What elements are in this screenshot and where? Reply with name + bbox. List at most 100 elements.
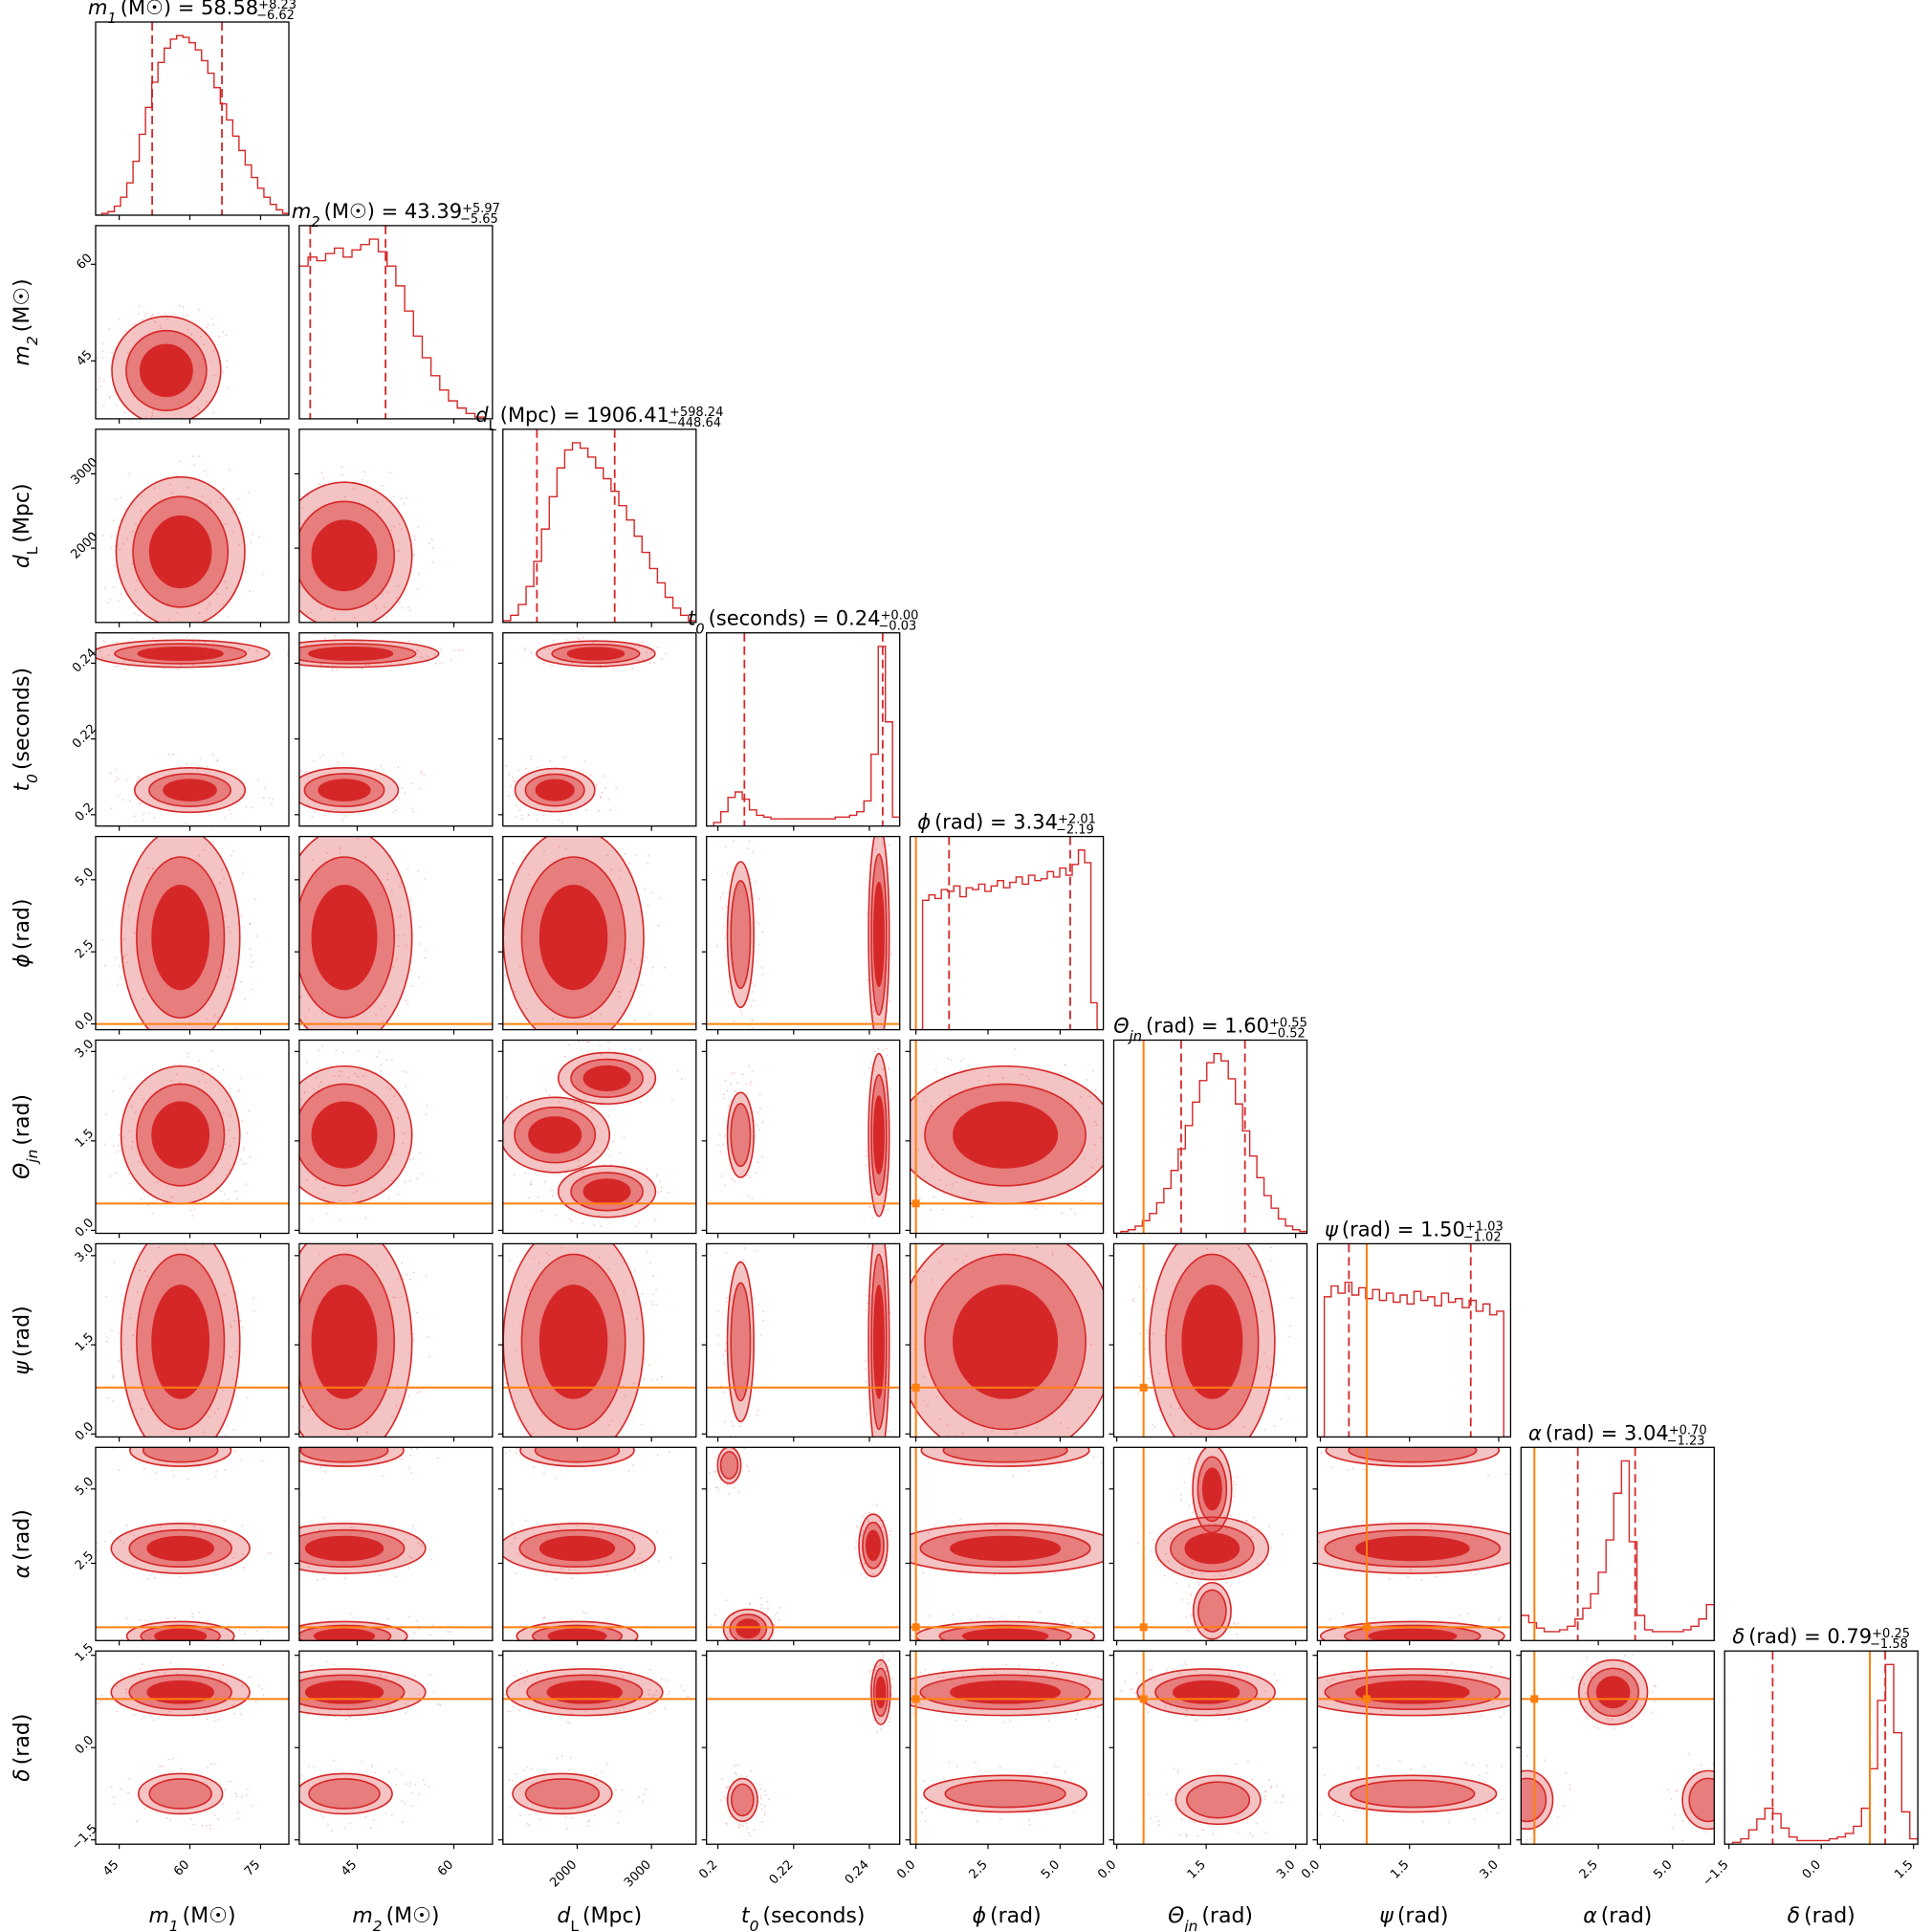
sample-point xyxy=(637,1557,639,1560)
sample-point xyxy=(651,1696,654,1699)
sample-point xyxy=(398,797,401,800)
y-tick-label: 45 xyxy=(74,348,95,369)
sample-point xyxy=(231,511,234,514)
sample-point xyxy=(582,1222,584,1224)
sample-point xyxy=(1514,1454,1516,1456)
axes-frame xyxy=(298,225,494,420)
sample-point xyxy=(332,1663,335,1666)
sample-point xyxy=(648,1693,649,1696)
sample-point xyxy=(1147,1328,1149,1331)
sample-point xyxy=(302,1406,305,1409)
sample-point xyxy=(214,1476,217,1478)
sample-point xyxy=(1540,1636,1542,1637)
sample-point xyxy=(135,579,138,582)
sample-point xyxy=(1092,1069,1094,1072)
sample-point xyxy=(226,1425,229,1427)
sample-point xyxy=(242,1150,245,1153)
sample-point xyxy=(618,996,621,998)
contour-level-1 xyxy=(519,1447,635,1467)
sample-point xyxy=(116,1710,119,1713)
sample-point xyxy=(531,1180,533,1183)
sample-point xyxy=(275,966,277,968)
sample-point xyxy=(756,1124,758,1127)
sample-point xyxy=(193,464,196,467)
sample-point xyxy=(378,1574,381,1577)
sample-point xyxy=(722,892,724,894)
sample-point xyxy=(579,1153,581,1155)
sample-point xyxy=(283,1355,285,1357)
sample-point xyxy=(590,1017,593,1020)
sample-point xyxy=(160,422,162,424)
sample-point xyxy=(1098,1440,1100,1442)
sample-point xyxy=(152,637,155,640)
sample-point xyxy=(543,850,545,852)
sample-point xyxy=(124,330,127,332)
sample-point xyxy=(881,1651,884,1654)
sample-point xyxy=(295,1805,296,1807)
sample-point xyxy=(1233,1623,1236,1626)
sample-point xyxy=(518,809,521,812)
sample-point xyxy=(753,1829,756,1832)
sample-point xyxy=(166,1055,168,1057)
sample-point xyxy=(1152,1630,1153,1632)
sample-point xyxy=(225,1100,228,1103)
sample-point xyxy=(716,945,718,948)
sample-point xyxy=(730,1421,733,1423)
sample-point xyxy=(362,625,364,626)
sample-point xyxy=(153,487,156,490)
sample-point xyxy=(400,881,403,884)
sample-point xyxy=(202,1073,205,1076)
sample-point xyxy=(337,761,339,763)
sample-point xyxy=(312,858,315,861)
sample-point xyxy=(505,1096,508,1099)
sample-point xyxy=(676,1069,679,1072)
sample-point xyxy=(1342,1613,1345,1615)
sample-point xyxy=(763,1811,766,1813)
sample-point xyxy=(1388,1578,1391,1580)
sample-point xyxy=(669,1451,670,1454)
sample-point xyxy=(260,1676,262,1678)
sample-point xyxy=(1092,1456,1095,1459)
sample-point xyxy=(1309,1433,1311,1435)
sample-point xyxy=(642,1793,645,1796)
contour-level-3 xyxy=(872,1095,885,1175)
sample-point xyxy=(1499,1617,1502,1619)
sample-point xyxy=(1109,1351,1110,1353)
sample-point xyxy=(509,1121,512,1124)
x-tick-label: 0.22 xyxy=(767,1857,797,1887)
sample-point xyxy=(255,649,258,652)
x-tick-label: 0.2 xyxy=(696,1857,720,1881)
sample-point xyxy=(71,660,73,662)
sample-point xyxy=(1138,1375,1141,1378)
sample-point xyxy=(347,1076,350,1079)
sample-point xyxy=(415,648,418,651)
sample-point xyxy=(272,798,274,801)
sample-point xyxy=(752,999,755,1001)
axes-frame xyxy=(1316,1446,1512,1641)
x-tick-label: 1.5 xyxy=(1388,1857,1412,1881)
sample-point xyxy=(992,1617,994,1620)
sample-point xyxy=(122,938,125,941)
sample-point xyxy=(524,1557,527,1560)
sample-point xyxy=(1395,1659,1397,1661)
sample-point xyxy=(178,304,181,307)
sample-point xyxy=(887,1246,889,1249)
sample-point xyxy=(199,1528,202,1530)
sample-point xyxy=(110,807,113,810)
sample-point xyxy=(778,1607,780,1609)
x-tick-label: 3.0 xyxy=(1274,1857,1298,1881)
sample-point xyxy=(118,1134,121,1136)
sample-point xyxy=(432,1690,435,1693)
sample-point xyxy=(514,780,516,783)
sample-point xyxy=(187,487,190,489)
y-tick-label: 0.0 xyxy=(73,1733,97,1757)
sample-point xyxy=(347,1433,350,1436)
sample-point xyxy=(280,1422,282,1424)
sample-point xyxy=(594,1042,596,1043)
sample-point xyxy=(660,1186,663,1189)
sample-point xyxy=(310,823,312,824)
sample-point xyxy=(362,1075,364,1078)
sample-point xyxy=(989,1214,991,1216)
sample-point xyxy=(1268,1526,1271,1527)
sample-point xyxy=(1163,1574,1166,1577)
